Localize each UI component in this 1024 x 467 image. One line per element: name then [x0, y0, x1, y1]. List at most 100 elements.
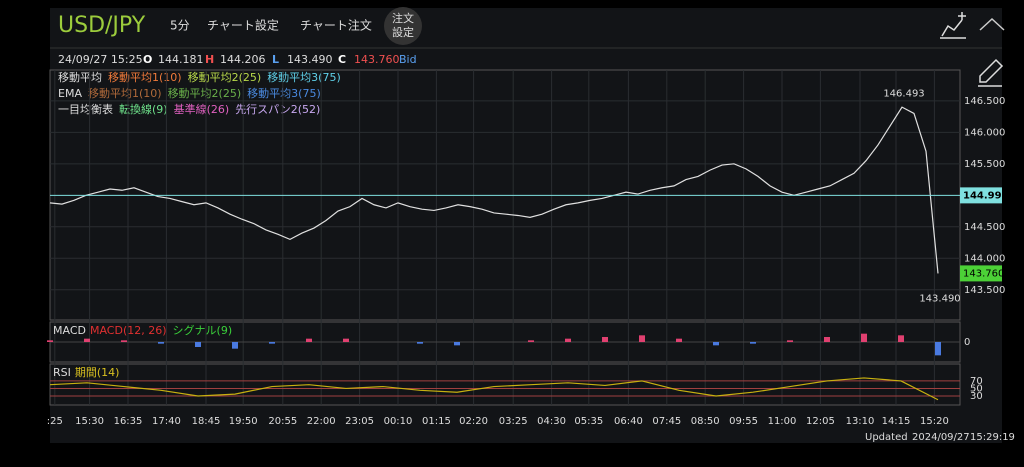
macd-bar: [676, 338, 682, 342]
legend-entry: 先行スパン2(52): [235, 103, 320, 116]
macd-bar: [750, 342, 756, 344]
collapse-icon[interactable]: [979, 17, 1005, 31]
macd-bar: [565, 338, 571, 342]
price-line: [49, 377, 939, 401]
legend-entry: 転換線(9): [119, 102, 168, 116]
x-tick-label: 20:55: [268, 416, 297, 427]
macd-bar: [417, 342, 423, 344]
current-label: 143.760: [963, 268, 1004, 279]
x-tick-label: 08:50: [691, 416, 720, 427]
x-tick-label: 14:15: [882, 416, 911, 427]
reference-label: 144.999: [963, 190, 1009, 201]
close: 143.760: [354, 53, 400, 66]
x-tick-label: 12:05: [806, 416, 835, 427]
macd-bar: [861, 333, 867, 342]
x-tick-label: 17:40: [152, 416, 181, 427]
macd-bar: [602, 337, 608, 342]
close-key: C: [338, 53, 346, 66]
order-settings[interactable]: 注文: [392, 11, 414, 25]
high-label: 146.493: [883, 88, 924, 99]
legend-label: 一目均衡表: [58, 102, 113, 116]
x-tick-label: 23:05: [345, 416, 374, 427]
draw-icon[interactable]: [940, 12, 966, 39]
x-tick-label: 15:20: [920, 416, 949, 427]
pen-icon[interactable]: [978, 58, 1004, 87]
macd-bar: [528, 340, 534, 342]
y-tick-label: 70: [970, 376, 983, 387]
indicator-title: MACD: [53, 324, 86, 337]
x-tick-label: 13:10: [846, 416, 875, 427]
indicator-legend: 期間(14): [75, 366, 120, 379]
x-tick-label: 16:35: [114, 416, 143, 427]
low-key: L: [272, 53, 279, 66]
legend-label: EMA: [58, 87, 82, 100]
legend-label: 移動平均: [58, 70, 102, 84]
legend-entry: 基準線(26): [174, 102, 230, 116]
macd-bar: [84, 338, 90, 342]
reference-box: [960, 187, 1002, 204]
open: 144.181: [158, 53, 204, 66]
indicator-legend: シグナル(9): [173, 323, 233, 337]
legend-entry: 移動平均3(75): [267, 70, 341, 84]
y-tick-label: 146.500: [964, 96, 1005, 107]
chart-order[interactable]: チャート注文: [300, 18, 372, 33]
x-tick-label: 11:00: [768, 416, 797, 427]
chart-settings[interactable]: チャート設定: [207, 18, 279, 33]
macd-bar: [639, 335, 645, 342]
datetime: 24/09/27 15:25: [58, 53, 143, 66]
legend-entry: 移動平均3(75): [247, 86, 321, 100]
x-tick-label: 04:30: [537, 416, 566, 427]
order-settings-button[interactable]: [384, 7, 422, 45]
interval[interactable]: 5分: [170, 19, 190, 33]
x-tick-label: :25: [47, 416, 63, 427]
high: 144.206: [220, 53, 266, 66]
macd-bar: [454, 342, 460, 346]
legend-entry: 移動平均1(10): [88, 86, 162, 100]
macd-bar: [269, 342, 275, 344]
x-tick-label: 06:40: [614, 416, 643, 427]
y-tick-label: 144.000: [964, 253, 1005, 264]
low-label: 143.490: [919, 293, 960, 304]
indicator-title: RSI: [53, 366, 71, 379]
macd-bar: [47, 340, 53, 342]
y-tick-label: 145.500: [964, 159, 1005, 170]
x-tick-label: 18:45: [192, 416, 221, 427]
side: Bid: [399, 53, 417, 66]
y-tick-label: 144.500: [964, 222, 1005, 233]
y-tick-label: 30: [970, 391, 983, 402]
macd-bar: [713, 342, 719, 346]
macd-bar: [824, 337, 830, 342]
x-tick-label: 00:10: [384, 416, 413, 427]
macd-bar: [195, 342, 201, 347]
updated-date: 2024/09/27: [912, 432, 970, 443]
x-tick-label: 19:50: [229, 416, 258, 427]
x-tick-label: 03:25: [499, 416, 528, 427]
macd-bar: [232, 342, 238, 349]
macd-bar: [158, 342, 164, 344]
panel: [50, 8, 1002, 443]
macd-bar: [935, 342, 941, 356]
updated-time: 15:29:19: [970, 432, 1015, 443]
order-settings[interactable]: 設定: [392, 25, 414, 39]
x-tick-label: 05:35: [574, 416, 603, 427]
x-tick-label: 15:30: [75, 416, 104, 427]
macd-bar: [306, 338, 312, 342]
x-tick-label: 09:55: [729, 416, 758, 427]
macd-bar: [787, 340, 793, 342]
x-tick-label: 07:45: [652, 416, 681, 427]
ohlc-info: 24/09/27 15:25 O 144.181 H 144.206 L 143…: [58, 53, 417, 66]
symbol[interactable]: USD/JPY: [58, 13, 146, 38]
y-tick-label: 143.500: [964, 285, 1005, 296]
x-tick-label: 01:15: [422, 416, 451, 427]
indicator-legend: MACD(12, 26): [90, 324, 167, 337]
macd-bar: [343, 338, 349, 342]
legend-entry: 移動平均2(25): [188, 70, 262, 84]
updated: Updated: [865, 432, 908, 443]
high-key: H: [205, 53, 214, 66]
legend-entry: 移動平均2(25): [168, 86, 242, 100]
legend-entry: 移動平均1(10): [108, 70, 182, 84]
current-box: [960, 265, 1002, 282]
x-tick-label: 22:00: [307, 416, 336, 427]
price-line: [49, 106, 939, 274]
